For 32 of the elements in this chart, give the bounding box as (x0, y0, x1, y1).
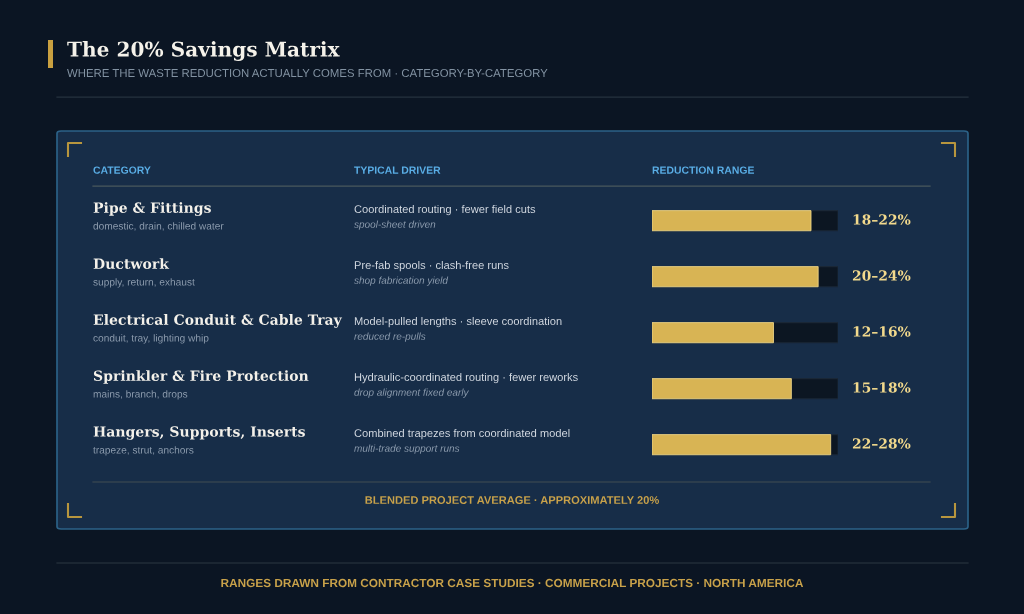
text: conduit, tray, lighting whip (93, 334, 209, 344)
text: BLENDED PROJECT AVERAGE · APPROXIMATELY 20% (365, 496, 659, 504)
text: Hydraulic-coordinated routing · fewer reworks (354, 372, 578, 384)
y-tick-label: Sprinkler & Fire Protection (93, 370, 309, 384)
text: 12–16% (853, 326, 911, 337)
text: spool-sheet driven (354, 220, 436, 230)
text: Combined trapezes from coordinated model (354, 428, 570, 440)
text: The 20% Savings Matrix (67, 41, 340, 61)
y-tick-label: Ductwork (93, 258, 170, 270)
text: reduced re-pulls (354, 332, 426, 342)
text: Coordinated routing · fewer field cuts (354, 204, 536, 216)
y-tick-label: Electrical Conduit & Cable Tray (93, 314, 343, 328)
text: multi-trade support runs (354, 444, 460, 454)
text: 15–18% (853, 382, 911, 393)
text: RANGES DRAWN FROM CONTRACTOR CASE STUDIES · COMMERCIAL PROJECTS · NORTH AMERICA (221, 578, 804, 588)
text: trapeze, strut, anchors (93, 446, 194, 456)
text: 18–22% (853, 214, 911, 225)
text: domestic, drain, chilled water (93, 222, 224, 231)
text: 20–24% (852, 270, 911, 281)
text: TYPICAL DRIVER (354, 166, 441, 174)
text: mains, branch, drops (93, 390, 188, 400)
y-axis-title: CATEGORY (93, 166, 151, 174)
y-tick-label: Hangers, Supports, Inserts (93, 426, 305, 440)
text: Model-pulled lengths · sleeve coordination (354, 316, 562, 328)
text: 22–28% (852, 438, 911, 449)
text: Pre-fab spools · clash-free runs (354, 260, 509, 272)
y-tick-label: Pipe & Fittings (93, 202, 211, 216)
text: shop fabrication yield (354, 276, 449, 286)
x-axis-title: REDUCTION RANGE (652, 166, 755, 174)
text: supply, return, exhaust (93, 278, 195, 288)
text: WHERE THE WASTE REDUCTION ACTUALLY COMES FROM · CATEGORY-BY-CATEGORY (67, 68, 548, 78)
text: drop alignment fixed early (354, 388, 470, 398)
